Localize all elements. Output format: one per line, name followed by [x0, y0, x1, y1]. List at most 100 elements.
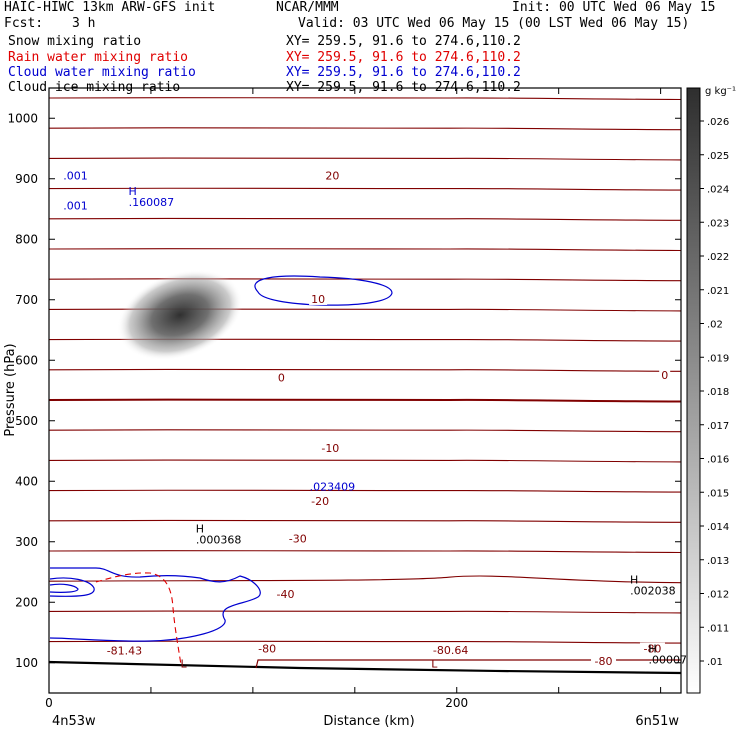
colorbar-tick-label: .01 — [707, 657, 723, 668]
isotherm-label: 0 — [661, 369, 668, 382]
colorbar — [686, 87, 701, 694]
isotherm-label-bg — [639, 642, 665, 655]
surface-line — [49, 660, 681, 675]
isotherm-line — [49, 368, 681, 372]
extremum-marker: L — [431, 658, 438, 671]
colorbar-ticks: .01 .011 .012 .013 .014 .015 .016 .017 .018 .019.… — [700, 117, 729, 668]
isotherm-line — [49, 640, 681, 644]
y-tick-label: 1000 — [7, 111, 38, 125]
y-tick-label: 200 — [15, 595, 38, 609]
isotherm-line — [49, 127, 681, 131]
colorbar-tick-label: .014 — [707, 522, 729, 533]
fcst-label: Fcst: — [4, 16, 44, 31]
extremum-value: .000368 — [196, 534, 242, 547]
colorbar-tick-label: .022 — [707, 252, 729, 263]
colorbar-tick-label: .023 — [707, 218, 729, 229]
extremum-value: .000073 — [648, 653, 694, 666]
extremum-value: .160087 — [129, 196, 175, 209]
isotherm-label-bg — [309, 292, 328, 305]
isotherm-line — [49, 187, 681, 191]
colorbar-tick-label: .012 — [707, 590, 729, 601]
contour-label: .023409 — [310, 480, 356, 493]
colorbar-unit: g kg⁻¹ — [705, 86, 736, 97]
isotherm-label-bg — [323, 169, 342, 182]
colorbar-tick-label: .016 — [707, 455, 729, 466]
extremum-marker: H — [128, 185, 136, 198]
cloud-water-contour-lower — [49, 567, 261, 642]
colorbar-tick-label: .015 — [707, 488, 729, 499]
isotherm-label-bg — [317, 441, 343, 454]
isotherm-label: -30 — [289, 533, 307, 546]
isotherm-label: 0 — [278, 372, 285, 385]
isotherm-label-bg — [591, 654, 617, 667]
extremum-marker: H — [648, 642, 656, 655]
x-endpoint-left: 4n53w — [52, 714, 96, 729]
colorbar-tick-label: .02 — [707, 320, 723, 331]
isotherm-label-bg — [307, 495, 333, 508]
colorbar-tick-label: .017 — [707, 421, 729, 432]
y-tick-label: 900 — [15, 172, 38, 186]
x-endpoint-right: 6n51w — [635, 714, 679, 729]
snow-shading — [117, 269, 243, 361]
isotherm-label-bg — [101, 644, 148, 657]
isotherm-label: -10 — [321, 442, 339, 455]
fcst-value: 3 h — [72, 16, 96, 31]
isotherm-label: -80 — [595, 655, 613, 668]
legend-snow: Snow mixing ratio — [8, 34, 142, 49]
isotherm-label-bg — [427, 643, 474, 656]
isotherm-label: -40 — [277, 588, 295, 601]
x-tick-label: 200 — [445, 696, 468, 710]
init-time: Init: 00 UTC Wed 06 May 15 — [512, 0, 716, 15]
plot-annotations: -81.43 -80 -80.64 -80 -80 -40 -30 -20 -10 0 0 10 20 L… — [63, 169, 694, 670]
isotherm-line — [49, 575, 681, 584]
isotherm-near-surface — [255, 659, 681, 669]
x-axis-label: Distance (km) — [323, 714, 414, 729]
legend-rain: Rain water mixing ratio — [8, 50, 189, 65]
x-tick-label: 0 — [45, 696, 53, 710]
isotherm-contours — [49, 97, 681, 644]
y-axis-label: Pressure (hPa) — [3, 343, 18, 436]
isotherm-line — [49, 610, 681, 614]
isotherm-line — [49, 429, 681, 433]
y-tick-label: 600 — [15, 353, 38, 367]
isotherm-line — [49, 550, 681, 554]
rain-contour — [95, 572, 182, 666]
isotherm-label: -80 — [258, 643, 276, 656]
isotherm-line — [49, 217, 681, 221]
isotherm-label: -80 — [643, 643, 661, 656]
isotherm-label: 10 — [311, 293, 325, 306]
isotherm-line — [49, 398, 681, 403]
y-tick-label: 300 — [15, 535, 38, 549]
extremum-value: .002038 — [630, 584, 676, 597]
y-tick-label: 800 — [15, 232, 38, 246]
isotherm-label-bg — [254, 642, 280, 655]
isotherm-label: -80.64 — [433, 644, 468, 657]
extremum-marker: H — [630, 573, 638, 586]
contour-label: .001 — [63, 169, 88, 182]
cloud-water-contour-upper — [254, 275, 393, 306]
isotherm-label: 20 — [325, 170, 339, 183]
isotherm-label-bg — [285, 532, 311, 545]
y-tick-label: 400 — [15, 474, 38, 488]
isotherm-line — [49, 157, 681, 161]
isotherm-label: -81.43 — [107, 644, 142, 657]
isotherm-line — [49, 489, 681, 493]
y-tick-label: 500 — [15, 414, 38, 428]
legend-cloud-water: Cloud water mixing ratio — [8, 65, 196, 80]
chart-title: HAIC-HIWC 13km ARW-GFS init — [4, 0, 216, 15]
colorbar-tick-label: .021 — [707, 286, 729, 297]
colorbar-tick-label: .011 — [707, 623, 729, 634]
contour-label: .001 — [63, 200, 88, 213]
extremum-marker: L — [180, 658, 187, 671]
legend-cloud-water-xy: XY= 259.5, 91.6 to 274.6,110.2 — [286, 65, 521, 80]
y-tick-label: 100 — [15, 656, 38, 670]
colorbar-tick-label: .025 — [707, 151, 729, 162]
colorbar-tick-label: .024 — [707, 185, 729, 196]
isotherm-line — [49, 97, 681, 101]
isotherm-label-bg — [275, 371, 287, 384]
colorbar-tick-label: .019 — [707, 353, 729, 364]
isotherm-label-bg — [272, 588, 298, 601]
isotherm-line — [49, 248, 681, 252]
